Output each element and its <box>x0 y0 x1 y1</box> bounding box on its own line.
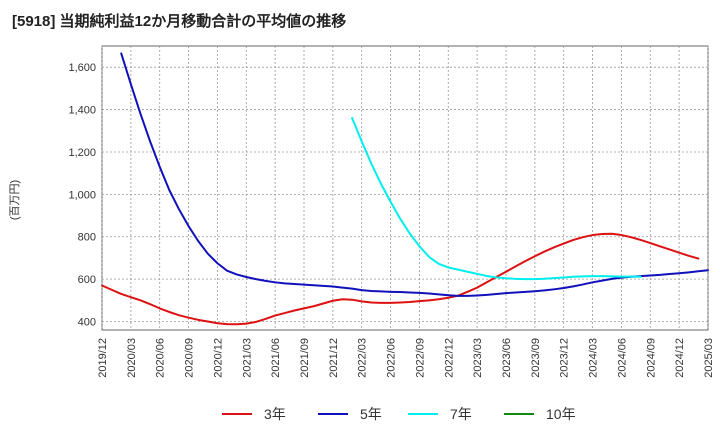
y-tick-label: 800 <box>78 232 96 244</box>
x-tick-label: 2021/06 <box>270 338 282 378</box>
series-lines <box>101 52 709 326</box>
series-line-5年 <box>120 52 709 297</box>
y-tick-label: 1,000 <box>68 189 96 201</box>
legend-label: 5年 <box>360 406 382 422</box>
legend-label: 10年 <box>546 406 576 422</box>
y-tick-label: 400 <box>78 317 96 329</box>
x-tick-label: 2022/12 <box>443 338 455 378</box>
legend-label: 3年 <box>264 406 286 422</box>
x-tick-label: 2023/12 <box>559 338 571 378</box>
x-tick-label: 2022/03 <box>357 338 369 378</box>
y-tick-label: 1,200 <box>68 147 96 159</box>
x-tick-label: 2024/09 <box>645 338 657 378</box>
x-tick-label: 2023/03 <box>472 338 484 378</box>
y-tick-label: 600 <box>78 274 96 286</box>
x-tick-label: 2022/06 <box>386 338 398 378</box>
x-tick-label: 2023/09 <box>530 338 542 378</box>
x-axis-ticks: 2019/12 2020/03 2020/06 2020/09 2020/12 2021/… <box>97 338 715 378</box>
x-tick-label: 2024/03 <box>588 338 600 378</box>
x-tick-label: 2021/09 <box>299 338 311 378</box>
x-tick-label: 2022/09 <box>414 338 426 378</box>
y-axis-ticks: 400 600 800 1,000 1,200 1,400 1,600 <box>68 62 96 328</box>
legend-label: 7年 <box>450 406 472 422</box>
series-line-7年 <box>351 117 642 281</box>
x-tick-label: 2020/03 <box>126 338 138 378</box>
x-tick-label: 2020/09 <box>184 338 196 378</box>
legend: 3年 5年 7年 10年 <box>222 406 576 422</box>
x-tick-label: 2020/06 <box>155 338 167 378</box>
x-tick-label: 2020/12 <box>212 338 224 378</box>
x-tick-label: 2019/12 <box>97 338 109 378</box>
x-tick-label: 2024/12 <box>674 338 686 378</box>
x-tick-label: 2024/06 <box>616 338 628 378</box>
x-tick-label: 2023/06 <box>501 338 513 378</box>
y-axis-label: (百万円) <box>9 180 21 220</box>
plot-area <box>101 45 709 331</box>
grid-lines <box>101 46 709 330</box>
x-tick-label: 2021/03 <box>241 338 253 378</box>
y-tick-label: 1,400 <box>68 105 96 117</box>
y-tick-label: 1,600 <box>68 62 96 74</box>
x-tick-label: 2025/03 <box>703 338 715 378</box>
series-line-3年 <box>101 232 700 326</box>
chart-title: [5918] 当期純利益12か月移動合計の平均値の推移 <box>12 13 347 30</box>
x-tick-label: 2021/12 <box>328 338 340 378</box>
